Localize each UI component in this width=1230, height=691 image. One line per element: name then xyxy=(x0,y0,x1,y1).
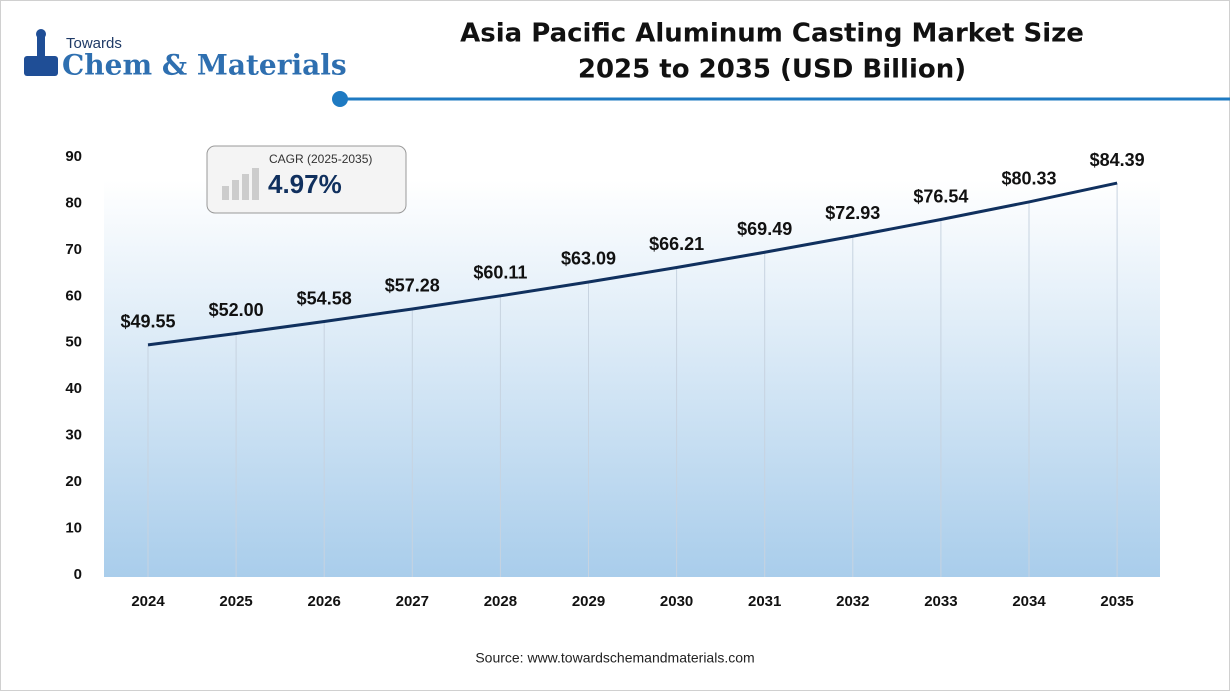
value-label: $49.55 xyxy=(120,312,175,332)
value-label: $60.11 xyxy=(473,263,527,283)
value-label: $80.33 xyxy=(1001,169,1056,189)
brand-large: Chem & Materials xyxy=(62,49,347,82)
value-label: $57.28 xyxy=(385,276,440,296)
value-label: $84.39 xyxy=(1090,150,1145,170)
x-tick-label: 2024 xyxy=(131,593,165,610)
x-tick-label: 2025 xyxy=(219,593,252,610)
value-label: $69.49 xyxy=(737,219,792,239)
logo: Towards Chem & Materials xyxy=(24,29,347,82)
x-tick-label: 2032 xyxy=(836,593,869,610)
y-tick-label: 0 xyxy=(74,566,82,583)
value-label: $76.54 xyxy=(913,186,968,206)
source: Source: www.towardschemandmaterials.com xyxy=(475,650,754,666)
cagr-label: CAGR (2025-2035) xyxy=(269,152,372,166)
value-label: $72.93 xyxy=(825,203,880,223)
x-tick-label: 2034 xyxy=(1012,593,1046,610)
x-tick-label: 2029 xyxy=(572,593,605,610)
x-tick-label: 2027 xyxy=(396,593,429,610)
plot-background xyxy=(104,180,1160,577)
x-tick-label: 2028 xyxy=(484,593,517,610)
line xyxy=(147,181,1118,347)
y-tick-label: 50 xyxy=(65,334,82,351)
value-label: $66.21 xyxy=(649,234,704,254)
y-tick-label: 30 xyxy=(65,427,82,444)
y-tick-label: 80 xyxy=(65,194,82,211)
x-tick-label: 2033 xyxy=(924,593,957,610)
value-label: $52.00 xyxy=(209,300,264,320)
chart-title: Asia Pacific Aluminum Casting Market Siz… xyxy=(460,19,1084,49)
x-tick-label: 2026 xyxy=(308,593,341,610)
y-tick-label: 70 xyxy=(65,241,82,258)
chart-title: 2025 to 2035 (USD Billion) xyxy=(578,55,966,85)
value-label: $63.09 xyxy=(561,249,616,269)
y-tick-label: 60 xyxy=(65,287,82,304)
value-label: $54.58 xyxy=(297,288,352,308)
y-tick-label: 10 xyxy=(65,520,82,537)
y-tick-label: 40 xyxy=(65,380,82,397)
cagr-box: CAGR (2025-2035) 4.97% xyxy=(206,145,407,214)
y-tick-label: 90 xyxy=(65,148,82,165)
y-tick-label: 20 xyxy=(65,473,82,490)
cagr-value: 4.97% xyxy=(268,169,342,199)
x-tick-label: 2031 xyxy=(748,593,781,610)
header-dot xyxy=(332,91,348,107)
x-tick-label: 2035 xyxy=(1100,593,1133,610)
brand-small: Towards xyxy=(66,35,122,52)
x-tick-label: 2030 xyxy=(660,593,693,610)
